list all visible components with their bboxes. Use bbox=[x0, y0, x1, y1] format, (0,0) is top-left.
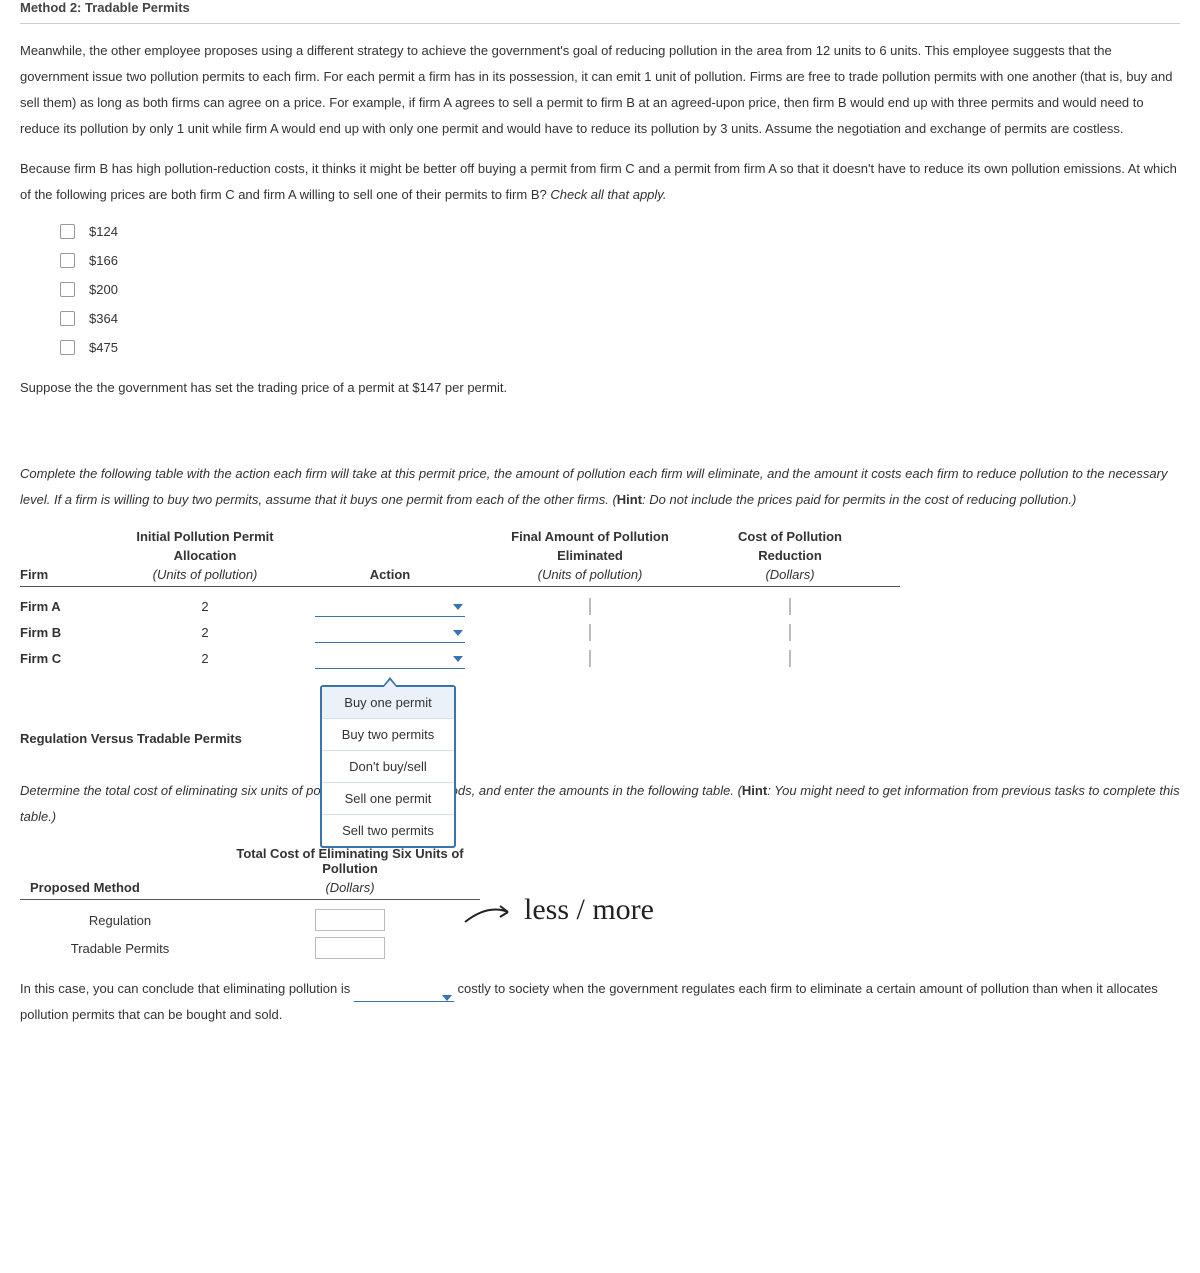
p4-hint: Hint bbox=[617, 492, 642, 507]
th-totalcost-2: (Dollars) bbox=[220, 878, 480, 897]
th-elim-1: Final Amount of Pollution bbox=[480, 527, 700, 546]
conclusion-dropdown[interactable] bbox=[354, 986, 454, 1002]
cell-firm: Firm A bbox=[20, 599, 110, 614]
dropdown-option[interactable]: Sell two permits bbox=[322, 815, 454, 846]
cell-firm: Firm C bbox=[20, 651, 110, 666]
th-alloc-2: Allocation bbox=[110, 546, 300, 565]
th-alloc-1: Initial Pollution Permit bbox=[110, 527, 300, 546]
checkbox-row: $124 bbox=[60, 224, 1180, 239]
cost-table: Total Cost of Eliminating Six Units of P… bbox=[20, 844, 480, 962]
cell-firm: Firm B bbox=[20, 625, 110, 640]
th-method: Proposed Method bbox=[20, 878, 220, 897]
handwritten-annotation: less / more bbox=[460, 890, 654, 930]
cell-method: Tradable Permits bbox=[20, 941, 220, 956]
th-elim-3: (Units of pollution) bbox=[480, 565, 700, 584]
checkbox-4[interactable] bbox=[60, 311, 75, 326]
table-rule bbox=[20, 586, 900, 587]
p5c: : You might need to get information from… bbox=[20, 783, 1180, 824]
paragraph-2: Because firm B has high pollution-reduct… bbox=[20, 156, 1180, 208]
th-cost-3: (Dollars) bbox=[700, 565, 880, 584]
checkbox-row: $364 bbox=[60, 311, 1180, 326]
p5-hint: Hint bbox=[742, 783, 767, 798]
paragraph-5: Determine the total cost of eliminating … bbox=[20, 778, 1180, 830]
checkbox-row: $166 bbox=[60, 253, 1180, 268]
checkbox-2[interactable] bbox=[60, 253, 75, 268]
conclude-a: In this case, you can conclude that elim… bbox=[20, 981, 354, 996]
table-row: Tradable Permits bbox=[20, 934, 480, 962]
checkbox-row: $200 bbox=[60, 282, 1180, 297]
paragraph-3: Suppose the the government has set the t… bbox=[20, 375, 1180, 401]
p4c: : Do not include the prices paid for per… bbox=[642, 492, 1076, 507]
dropdown-option[interactable]: Buy one permit bbox=[322, 687, 454, 719]
checkbox-label: $475 bbox=[89, 340, 118, 355]
conclusion-paragraph: In this case, you can conclude that elim… bbox=[20, 976, 1180, 1028]
checkbox-label: $364 bbox=[89, 311, 118, 326]
action-dropdown-c[interactable] bbox=[315, 649, 465, 669]
paragraph-4: Complete the following table with the ac… bbox=[20, 461, 1180, 513]
regulation-cost-input[interactable] bbox=[315, 909, 385, 931]
checkbox-label: $200 bbox=[89, 282, 118, 297]
action-dropdown-a[interactable] bbox=[315, 597, 465, 617]
arrow-icon bbox=[460, 890, 520, 930]
dropdown-option[interactable]: Don't buy/sell bbox=[322, 751, 454, 783]
th-cost-2: Reduction bbox=[700, 546, 880, 565]
table-row: Regulation bbox=[20, 906, 480, 934]
cell-alloc: 2 bbox=[110, 625, 300, 640]
th-totalcost-1: Total Cost of Eliminating Six Units of P… bbox=[220, 844, 480, 878]
top-divider bbox=[20, 23, 1180, 24]
cost-input-a[interactable] bbox=[789, 598, 791, 615]
chevron-down-icon bbox=[453, 656, 463, 662]
cell-method: Regulation bbox=[20, 913, 220, 928]
th-elim-2: Eliminated bbox=[480, 546, 700, 565]
paragraph-1: Meanwhile, the other employee proposes u… bbox=[20, 38, 1180, 142]
table-row: Firm C 2 bbox=[20, 645, 900, 671]
chevron-down-icon bbox=[453, 630, 463, 636]
permit-table: Initial Pollution Permit Final Amount of… bbox=[20, 527, 900, 671]
chevron-down-icon bbox=[442, 995, 452, 1001]
elim-input-a[interactable] bbox=[589, 598, 591, 615]
cost-input-c[interactable] bbox=[789, 650, 791, 667]
dropdown-option[interactable]: Buy two permits bbox=[322, 719, 454, 751]
checkbox-label: $124 bbox=[89, 224, 118, 239]
checkbox-label: $166 bbox=[89, 253, 118, 268]
th-cost-1: Cost of Pollution bbox=[700, 527, 880, 546]
checkbox-5[interactable] bbox=[60, 340, 75, 355]
th-alloc-3: (Units of pollution) bbox=[110, 565, 300, 584]
chevron-down-icon bbox=[453, 604, 463, 610]
table-row: Firm A 2 bbox=[20, 593, 900, 619]
elim-input-b[interactable] bbox=[589, 624, 591, 641]
cell-alloc: 2 bbox=[110, 651, 300, 666]
th-action: Action bbox=[300, 565, 480, 584]
checkbox-1[interactable] bbox=[60, 224, 75, 239]
table-rule bbox=[20, 899, 480, 900]
checkbox-row: $475 bbox=[60, 340, 1180, 355]
method-title: Method 2: Tradable Permits bbox=[20, 0, 1180, 15]
table-row: Firm B 2 bbox=[20, 619, 900, 645]
cost-input-b[interactable] bbox=[789, 624, 791, 641]
permits-cost-input[interactable] bbox=[315, 937, 385, 959]
checkbox-list: $124 $166 $200 $364 $475 bbox=[60, 224, 1180, 355]
paragraph-2b: Check all that apply. bbox=[550, 187, 666, 202]
elim-input-c[interactable] bbox=[589, 650, 591, 667]
th-firm: Firm bbox=[20, 565, 110, 584]
cell-alloc: 2 bbox=[110, 599, 300, 614]
section-heading-rvtp: Regulation Versus Tradable Permits bbox=[20, 731, 242, 746]
checkbox-3[interactable] bbox=[60, 282, 75, 297]
action-dropdown-b[interactable] bbox=[315, 623, 465, 643]
handwriting-text: less / more bbox=[524, 893, 654, 927]
action-dropdown-menu: Buy one permit Buy two permits Don't buy… bbox=[320, 685, 456, 848]
dropdown-option[interactable]: Sell one permit bbox=[322, 783, 454, 815]
